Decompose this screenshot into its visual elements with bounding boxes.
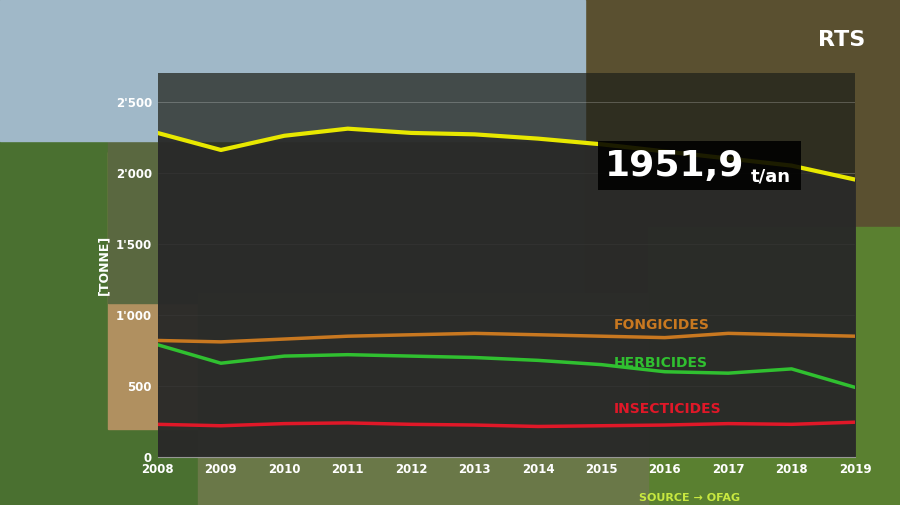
Bar bbox=[198, 293, 648, 505]
Text: FONGICIDES: FONGICIDES bbox=[614, 318, 710, 332]
Text: INSECTICIDES: INSECTICIDES bbox=[614, 402, 722, 416]
Bar bbox=[108, 152, 270, 429]
Bar bbox=[0, 0, 585, 141]
Text: t/an: t/an bbox=[751, 168, 790, 186]
Bar bbox=[0, 0, 198, 505]
Y-axis label: [TONNE]: [TONNE] bbox=[97, 235, 110, 295]
Text: SOURCE → OFAG: SOURCE → OFAG bbox=[639, 493, 740, 503]
Text: RTS: RTS bbox=[818, 30, 865, 50]
Text: HERBICIDES: HERBICIDES bbox=[614, 357, 708, 371]
Bar bbox=[598, 141, 801, 190]
Bar bbox=[585, 0, 900, 328]
Bar bbox=[648, 227, 900, 505]
Bar bbox=[108, 25, 603, 303]
Text: 1951,9: 1951,9 bbox=[605, 148, 744, 183]
Bar bbox=[0, 0, 900, 227]
